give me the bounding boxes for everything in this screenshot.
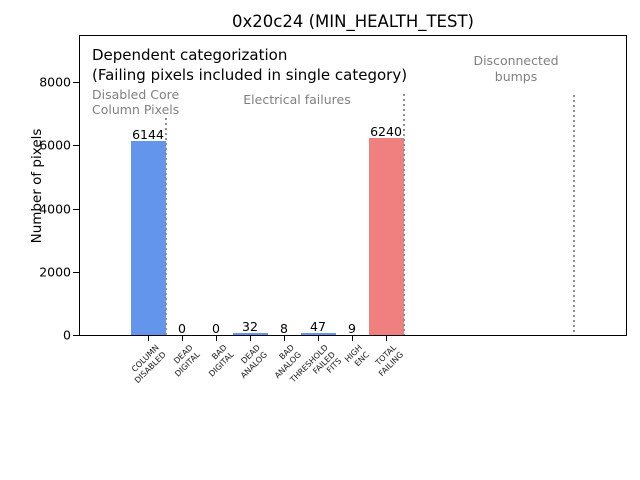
x-tick-mark <box>250 336 251 341</box>
x-tick-mark <box>284 336 285 341</box>
x-tick-mark <box>182 336 183 341</box>
y-tick-label: 8000 <box>39 74 71 90</box>
y-tick-mark <box>73 271 79 273</box>
y-tick-mark <box>73 208 79 210</box>
group-separator-dotted-line <box>403 94 405 335</box>
x-tick-mark <box>148 336 149 341</box>
bar-value-label: 6240 <box>370 124 402 139</box>
x-tick-label: BAD DIGITAL <box>206 343 236 379</box>
annotation-failing-pixels-note: (Failing pixels included in single categ… <box>92 66 408 84</box>
x-tick-label: DEAD ANALOG <box>239 343 270 380</box>
x-tick-mark <box>352 336 353 341</box>
bar-value-label: 32 <box>242 319 258 334</box>
y-tick-mark <box>73 145 79 147</box>
bar-value-label: 0 <box>212 321 220 336</box>
group-label-disconnected-bumps: Disconnected bumps <box>473 53 559 84</box>
x-tick-label: TOTAL FAILING <box>374 343 406 378</box>
bar-value-label: 47 <box>310 319 326 334</box>
bar-3 <box>232 333 268 335</box>
bar-0 <box>130 141 166 335</box>
x-tick-mark <box>318 336 319 341</box>
x-tick-mark <box>386 336 387 341</box>
group-label-electrical-failures: Electrical failures <box>243 92 351 107</box>
bar-value-label: 9 <box>348 321 356 336</box>
y-tick-mark <box>73 82 79 83</box>
x-tick-mark <box>216 336 217 341</box>
group-separator-dotted-line <box>573 95 575 335</box>
annotation-dependent-categorization: Dependent categorization <box>92 46 288 64</box>
x-tick-label: DEAD DIGITAL <box>171 343 202 379</box>
y-tick-label: 0 <box>63 327 71 343</box>
bar-value-label: 0 <box>178 321 186 336</box>
x-tick-label: COLUMN DISABLED <box>129 343 168 385</box>
y-tick-label: 4000 <box>39 201 71 216</box>
chart-title: 0x20c24 (MIN_HEALTH_TEST) <box>232 12 474 31</box>
bar-value-label: 8 <box>280 321 288 336</box>
bar-7 <box>368 138 404 335</box>
bar-value-label: 6144 <box>132 127 164 142</box>
y-tick-mark <box>73 335 79 336</box>
group-label-disabled-core-column-pixels: Disabled Core Column Pixels <box>92 87 180 117</box>
group-separator-dotted-line <box>165 118 167 335</box>
bar-5 <box>300 333 336 335</box>
plot-area <box>79 35 627 336</box>
x-tick-label: HIGH ENC <box>343 343 372 368</box>
y-tick-label: 2000 <box>39 264 71 280</box>
y-tick-label: 6000 <box>39 137 71 153</box>
